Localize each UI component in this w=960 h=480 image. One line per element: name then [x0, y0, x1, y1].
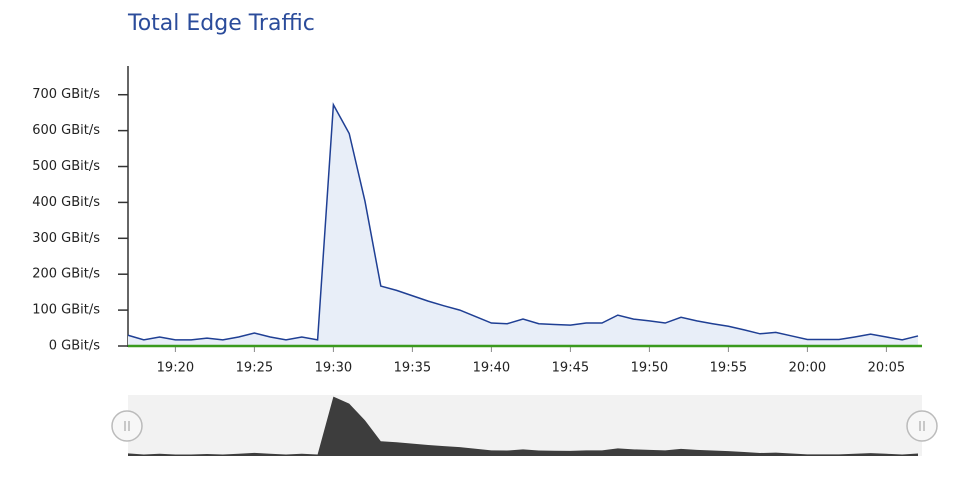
x-tick-label: 19:25	[236, 361, 273, 376]
line	[127, 102, 919, 341]
x-tick-label: 19:55	[710, 361, 747, 376]
navigator-background	[128, 395, 922, 456]
y-tick-label: 0 GBit/s	[49, 339, 100, 354]
chart-title: Total Edge Traffic	[127, 11, 315, 36]
y-tick-label: 200 GBit/s	[32, 267, 100, 282]
y-tick-label: 700 GBit/s	[32, 87, 100, 102]
y-tick-label: 400 GBit/s	[32, 195, 100, 210]
x-tick-label: 20:05	[868, 361, 905, 376]
navigator-handle[interactable]	[111, 410, 143, 442]
x-tick-label: 19:20	[157, 361, 194, 376]
area-fill	[128, 104, 918, 347]
x-tick-label: 19:30	[315, 361, 352, 376]
navigator-area	[128, 396, 918, 456]
y-tick-label: 100 GBit/s	[32, 303, 100, 318]
y-tick-label: 600 GBit/s	[32, 123, 100, 138]
x-tick-label: 19:45	[552, 361, 589, 376]
x-tick-label: 20:00	[789, 361, 826, 376]
x-tick-label: 19:35	[394, 361, 431, 376]
navigator-handle[interactable]	[906, 410, 938, 442]
y-tick-label: 300 GBit/s	[32, 231, 100, 246]
x-tick-label: 19:40	[473, 361, 510, 376]
y-tick-label: 500 GBit/s	[32, 159, 100, 174]
x-tick-label: 19:50	[631, 361, 668, 376]
